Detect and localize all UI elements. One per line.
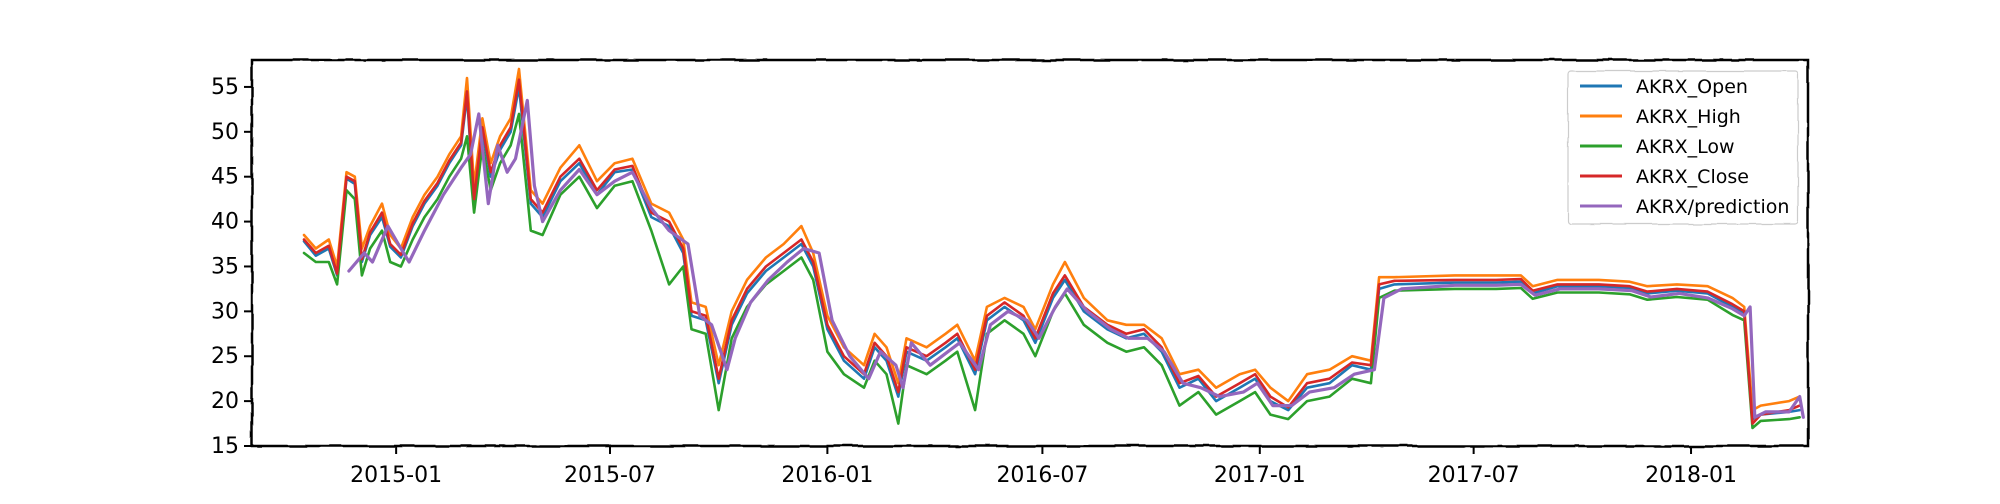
y-tick-label: 25	[211, 344, 239, 369]
x-tick-label: 2016-07	[996, 463, 1088, 488]
x-tick-label: 2015-07	[564, 463, 656, 488]
legend-label: AKRX_High	[1636, 106, 1741, 128]
y-tick-label: 20	[211, 389, 239, 414]
y-tick-label: 40	[211, 210, 239, 235]
y-tick-label: 30	[211, 299, 239, 324]
series-layer	[302, 67, 1805, 430]
y-tick-label: 15	[211, 434, 239, 459]
x-tick-label: 2018-01	[1645, 463, 1737, 488]
series-line-akrx-low	[302, 112, 1801, 430]
x-tick-label: 2017-07	[1428, 463, 1520, 488]
legend-frame	[1567, 70, 1799, 225]
y-tick-label: 45	[211, 165, 239, 190]
legend-label: AKRX/prediction	[1636, 196, 1789, 218]
plot-frame	[250, 58, 1810, 448]
y-axis: 15 20 25 30 35 40 45 50 55	[211, 75, 252, 459]
legend-label: AKRX_Open	[1636, 76, 1748, 98]
series-line-akrx-prediction	[347, 98, 1805, 419]
legend-label: AKRX_Close	[1636, 166, 1749, 188]
x-tick-label: 2015-01	[350, 463, 442, 488]
x-axis: 2015-01 2015-07 2016-01 2016-07 2017-01 2017-…	[350, 446, 1737, 488]
y-tick-label: 35	[211, 254, 239, 279]
x-tick-label: 2017-01	[1214, 463, 1306, 488]
legend: AKRX_Open AKRX_High AKRX_Low AKRX_Close AKRX…	[1567, 70, 1799, 225]
y-tick-label: 50	[211, 120, 239, 145]
x-tick-label: 2016-01	[781, 463, 873, 488]
y-tick-label: 55	[211, 75, 239, 100]
legend-label: AKRX_Low	[1636, 136, 1735, 158]
